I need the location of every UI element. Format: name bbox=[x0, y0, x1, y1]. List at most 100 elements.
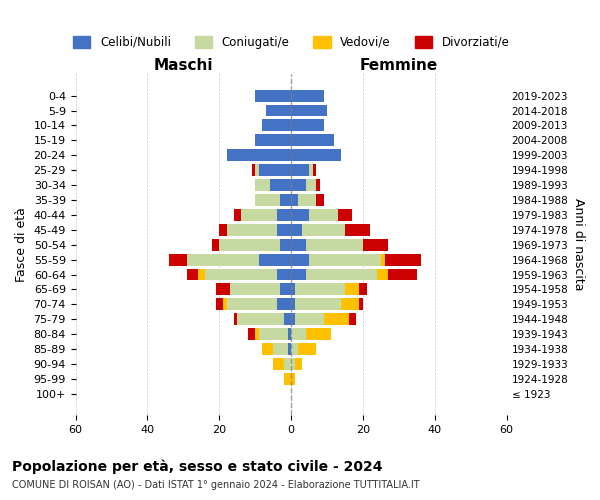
Bar bbox=[248, 328, 255, 340]
Bar bbox=[291, 224, 302, 236]
Bar bbox=[305, 238, 363, 250]
Bar bbox=[359, 284, 367, 296]
Text: Maschi: Maschi bbox=[154, 58, 213, 74]
Bar bbox=[316, 179, 320, 191]
Bar bbox=[295, 284, 345, 296]
Bar bbox=[223, 298, 227, 310]
Bar bbox=[227, 298, 277, 310]
Bar bbox=[291, 314, 295, 325]
Bar bbox=[291, 284, 295, 296]
Bar bbox=[238, 314, 284, 325]
Bar bbox=[291, 194, 298, 206]
Bar bbox=[230, 284, 280, 296]
Bar bbox=[216, 284, 230, 296]
Bar bbox=[305, 328, 331, 340]
Bar bbox=[291, 150, 341, 161]
Y-axis label: Fasce di età: Fasce di età bbox=[15, 208, 28, 282]
Bar bbox=[295, 314, 323, 325]
Bar bbox=[277, 209, 291, 221]
Bar bbox=[255, 194, 280, 206]
Bar bbox=[277, 298, 291, 310]
Bar bbox=[216, 298, 223, 310]
Bar bbox=[291, 90, 323, 102]
Bar bbox=[277, 268, 291, 280]
Bar bbox=[205, 268, 277, 280]
Bar bbox=[259, 254, 291, 266]
Bar bbox=[291, 134, 334, 146]
Bar bbox=[291, 164, 309, 176]
Bar bbox=[377, 268, 388, 280]
Bar bbox=[212, 238, 220, 250]
Bar bbox=[345, 224, 370, 236]
Text: Popolazione per età, sesso e stato civile - 2024: Popolazione per età, sesso e stato civil… bbox=[12, 460, 383, 474]
Bar bbox=[291, 298, 295, 310]
Bar bbox=[277, 224, 291, 236]
Bar bbox=[262, 343, 273, 355]
Bar bbox=[259, 164, 291, 176]
Bar bbox=[298, 194, 316, 206]
Bar bbox=[341, 298, 359, 310]
Bar bbox=[227, 150, 291, 161]
Bar bbox=[291, 254, 309, 266]
Bar bbox=[241, 209, 277, 221]
Bar bbox=[295, 298, 341, 310]
Bar bbox=[255, 328, 259, 340]
Bar bbox=[234, 209, 241, 221]
Bar bbox=[287, 343, 291, 355]
Bar bbox=[266, 104, 291, 117]
Bar bbox=[313, 164, 316, 176]
Bar bbox=[349, 314, 356, 325]
Bar bbox=[227, 224, 277, 236]
Bar bbox=[323, 314, 349, 325]
Y-axis label: Anni di nascita: Anni di nascita bbox=[572, 198, 585, 291]
Bar bbox=[187, 254, 259, 266]
Bar bbox=[280, 238, 291, 250]
Bar bbox=[251, 164, 255, 176]
Bar bbox=[255, 164, 259, 176]
Bar bbox=[220, 238, 280, 250]
Bar bbox=[291, 373, 295, 385]
Text: COMUNE DI ROISAN (AO) - Dati ISTAT 1° gennaio 2024 - Elaborazione TUTTITALIA.IT: COMUNE DI ROISAN (AO) - Dati ISTAT 1° ge… bbox=[12, 480, 419, 490]
Bar bbox=[305, 268, 377, 280]
Bar bbox=[298, 343, 316, 355]
Bar bbox=[273, 358, 284, 370]
Bar bbox=[291, 238, 305, 250]
Bar bbox=[273, 343, 287, 355]
Bar bbox=[359, 298, 363, 310]
Bar bbox=[259, 328, 287, 340]
Bar bbox=[284, 314, 291, 325]
Bar bbox=[309, 164, 313, 176]
Bar bbox=[291, 268, 305, 280]
Bar bbox=[187, 268, 198, 280]
Bar bbox=[284, 373, 291, 385]
Bar bbox=[291, 179, 305, 191]
Bar bbox=[305, 179, 316, 191]
Bar bbox=[302, 224, 345, 236]
Bar bbox=[280, 194, 291, 206]
Bar bbox=[291, 328, 305, 340]
Bar bbox=[309, 254, 381, 266]
Bar bbox=[291, 104, 327, 117]
Bar bbox=[255, 90, 291, 102]
Bar bbox=[388, 268, 417, 280]
Bar bbox=[255, 134, 291, 146]
Bar bbox=[385, 254, 421, 266]
Bar bbox=[287, 328, 291, 340]
Bar bbox=[381, 254, 385, 266]
Bar bbox=[269, 179, 291, 191]
Bar bbox=[338, 209, 352, 221]
Bar bbox=[291, 358, 295, 370]
Bar bbox=[309, 209, 338, 221]
Bar bbox=[316, 194, 323, 206]
Bar bbox=[280, 284, 291, 296]
Legend: Celibi/Nubili, Coniugati/e, Vedovi/e, Divorziati/e: Celibi/Nubili, Coniugati/e, Vedovi/e, Di… bbox=[73, 36, 509, 49]
Bar bbox=[291, 343, 298, 355]
Text: Femmine: Femmine bbox=[360, 58, 438, 74]
Bar bbox=[262, 120, 291, 132]
Bar bbox=[291, 209, 309, 221]
Bar bbox=[291, 120, 323, 132]
Bar bbox=[284, 358, 291, 370]
Bar bbox=[198, 268, 205, 280]
Bar bbox=[345, 284, 359, 296]
Bar bbox=[363, 238, 388, 250]
